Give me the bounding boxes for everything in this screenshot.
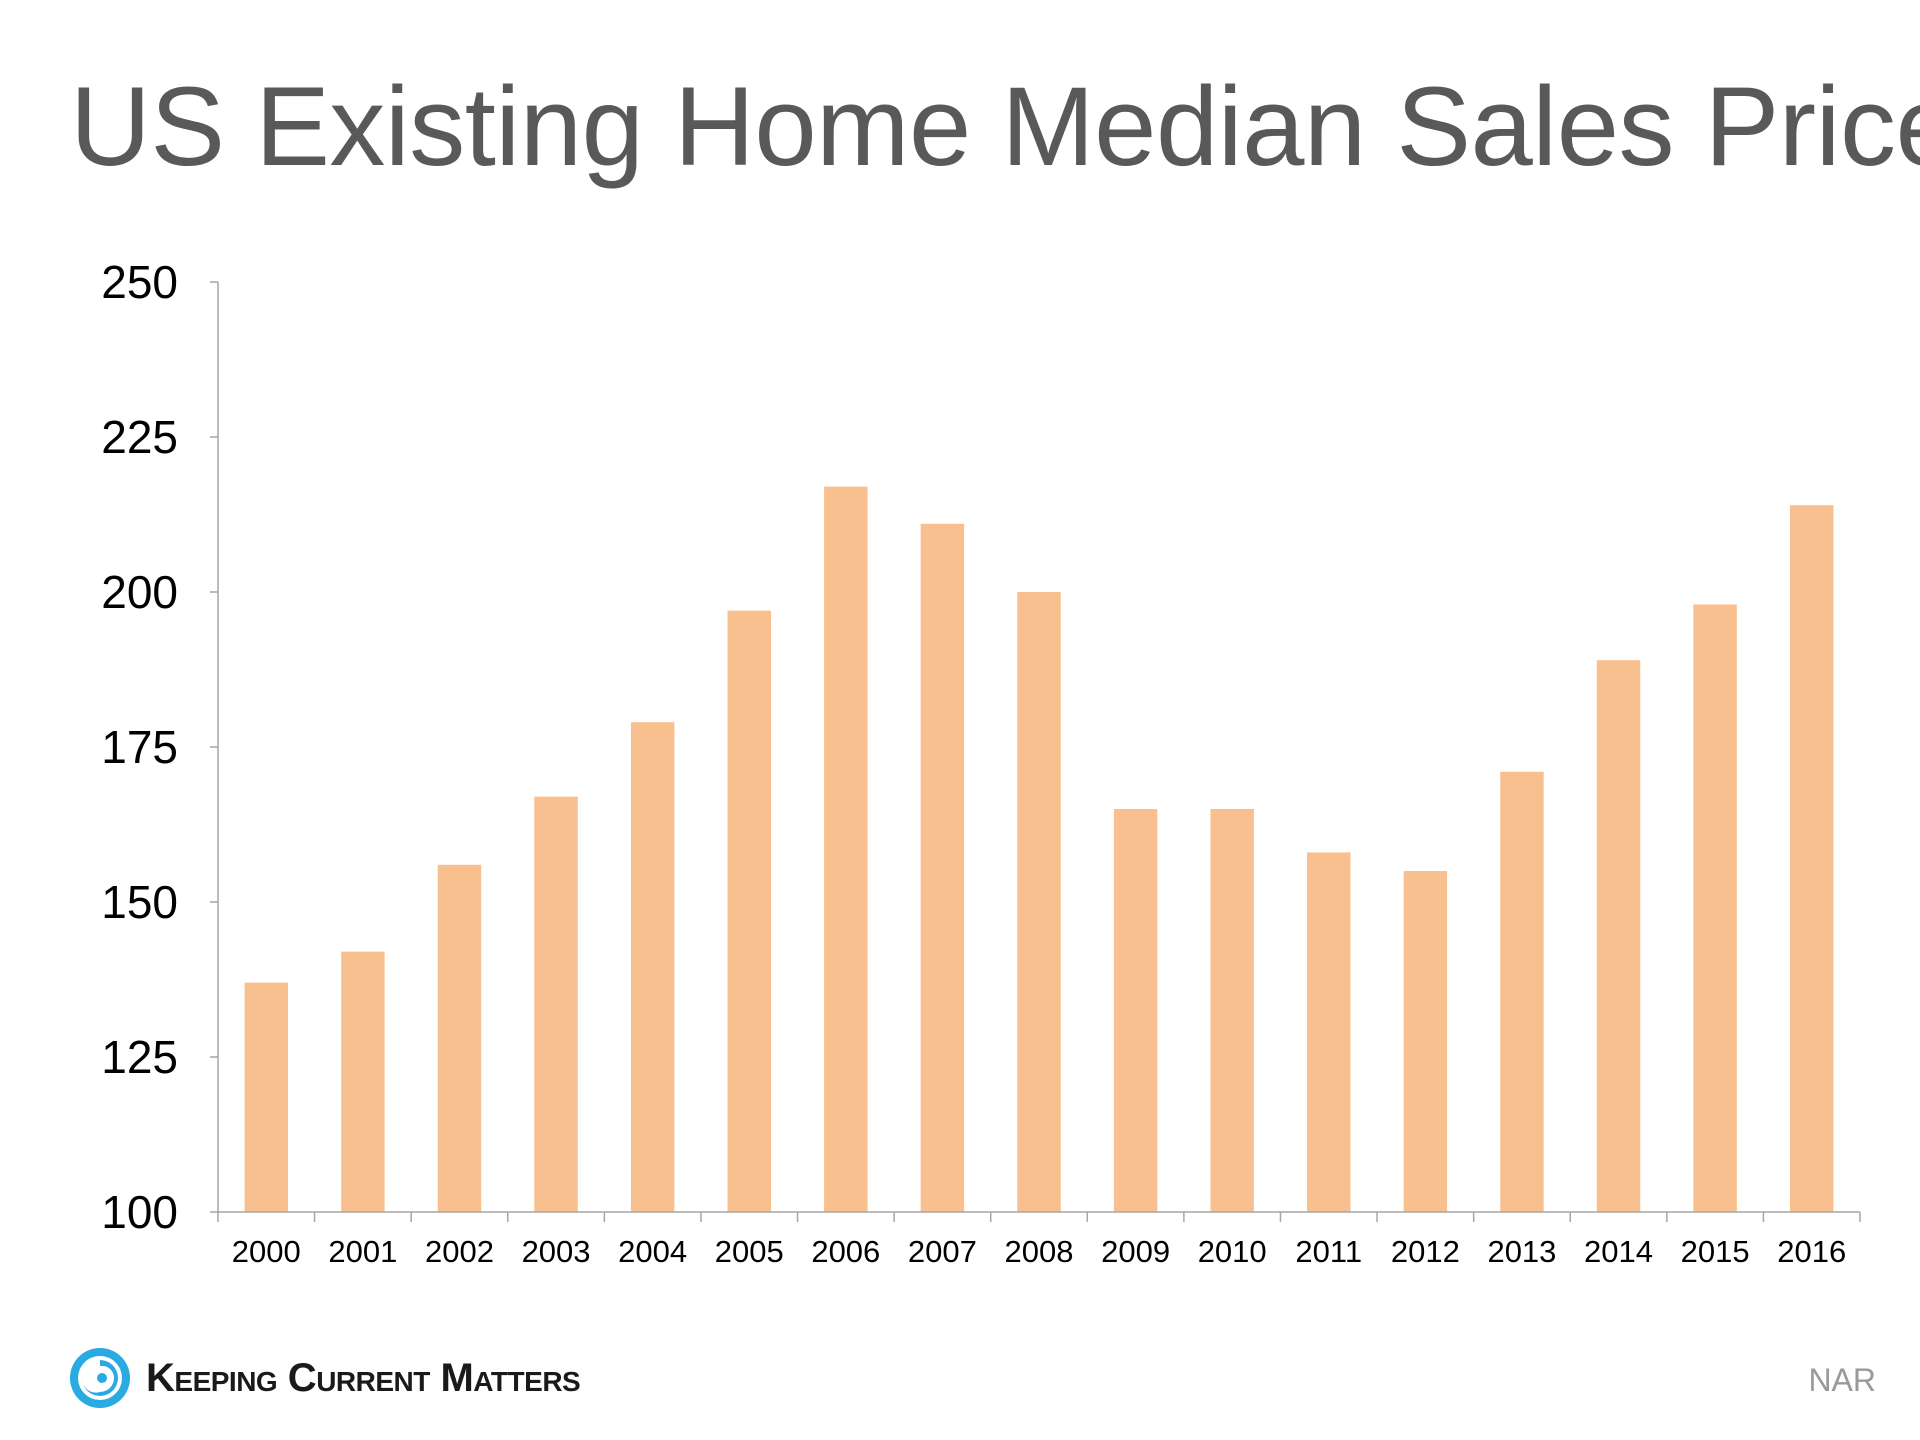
x-axis-ticks: 2000 2001 2002 2003 2004 2005 2006 2007 2008 2009… [217,1212,1861,1269]
y-tick-label: 200 [101,566,178,618]
bar-2000 [244,982,289,1212]
y-tick-label: 125 [101,1031,178,1083]
x-tick-label: 2002 [425,1234,494,1269]
x-tick-label: 2016 [1777,1234,1846,1269]
bar-2004 [630,722,675,1212]
bar-2016 [1789,505,1834,1212]
x-tick-label: 2012 [1391,1234,1460,1269]
x-tick-label: 2010 [1198,1234,1267,1269]
y-tick-label: 175 [101,721,178,773]
x-tick-label: 2007 [908,1234,977,1269]
x-tick-label: 2009 [1101,1234,1170,1269]
x-tick-label: 2006 [811,1234,880,1269]
bar-2014 [1596,660,1641,1212]
x-tick-label: 2004 [618,1234,687,1269]
swirl-logo-icon [70,1348,130,1408]
chart-title: US Existing Home Median Sales Price [70,64,1920,189]
bar-2015 [1693,604,1737,1212]
x-tick-label: 2014 [1584,1234,1653,1269]
brand-logo: Keeping Current Matters [68,1346,581,1410]
bar-2010 [1210,809,1254,1212]
bars-group [244,486,1834,1213]
y-tick-label: 225 [101,411,178,463]
bar-2006 [824,486,868,1213]
bar-2008 [1017,592,1061,1212]
x-tick-label: 2011 [1295,1234,1362,1269]
x-tick-label: 2001 [328,1234,397,1269]
bar-2012 [1403,871,1448,1212]
x-tick-label: 2000 [232,1234,301,1269]
x-tick-label: 2008 [1005,1234,1074,1269]
bar-2011 [1307,852,1351,1212]
x-tick-label: 2013 [1487,1234,1556,1269]
y-tick-label: 250 [101,256,178,308]
bar-2003 [534,796,578,1212]
y-tick-label: 150 [101,876,178,928]
y-tick-label: 100 [101,1186,178,1238]
y-axis-ticks: 100 125 150 175 200 225 250 [101,256,218,1238]
source-label: NAR [1808,1362,1876,1398]
bar-2013 [1500,771,1544,1212]
x-tick-label: 2003 [522,1234,591,1269]
bar-2002 [437,864,482,1212]
bar-2007 [920,523,965,1212]
bar-2001 [341,951,385,1212]
bar-2005 [727,610,771,1212]
x-tick-label: 2015 [1681,1234,1750,1269]
x-tick-label: 2005 [715,1234,784,1269]
bar-2009 [1113,809,1158,1212]
brand-name: Keeping Current Matters [146,1355,581,1400]
